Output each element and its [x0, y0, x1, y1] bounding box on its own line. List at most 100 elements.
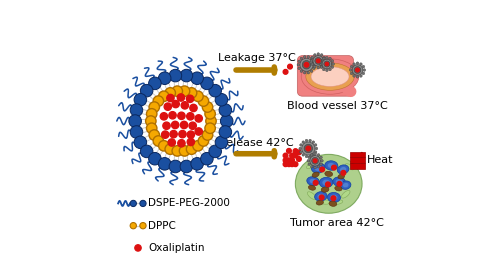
Circle shape [287, 149, 292, 153]
Circle shape [181, 102, 189, 109]
Circle shape [172, 146, 182, 156]
FancyBboxPatch shape [297, 56, 354, 96]
Circle shape [309, 155, 312, 158]
Circle shape [180, 160, 193, 173]
Circle shape [315, 57, 321, 64]
Text: DPPC: DPPC [148, 221, 176, 231]
Circle shape [198, 136, 209, 146]
Circle shape [288, 64, 293, 69]
Circle shape [165, 88, 175, 98]
Circle shape [360, 63, 362, 65]
Circle shape [319, 195, 324, 200]
Circle shape [308, 156, 311, 159]
Circle shape [325, 182, 330, 187]
FancyArrowPatch shape [345, 87, 351, 92]
Circle shape [209, 145, 221, 158]
Circle shape [320, 54, 323, 56]
Ellipse shape [333, 200, 343, 204]
Circle shape [313, 56, 323, 66]
Ellipse shape [319, 177, 333, 188]
Circle shape [312, 157, 318, 164]
Circle shape [164, 103, 171, 110]
Ellipse shape [315, 192, 327, 201]
Circle shape [146, 116, 156, 126]
Circle shape [362, 65, 365, 68]
Circle shape [310, 154, 313, 156]
Circle shape [303, 71, 306, 74]
Circle shape [329, 57, 331, 60]
Circle shape [310, 70, 313, 72]
Circle shape [179, 146, 190, 156]
Ellipse shape [341, 181, 351, 189]
Circle shape [317, 66, 319, 69]
Circle shape [179, 130, 186, 138]
Circle shape [311, 63, 314, 65]
FancyBboxPatch shape [350, 163, 365, 169]
Circle shape [172, 86, 182, 97]
Circle shape [178, 112, 185, 119]
Ellipse shape [320, 200, 331, 204]
Circle shape [187, 131, 195, 138]
Ellipse shape [337, 165, 349, 174]
Circle shape [220, 115, 233, 127]
Circle shape [317, 154, 320, 156]
Text: Tumor area 42°C: Tumor area 42°C [290, 218, 384, 228]
Circle shape [198, 96, 209, 106]
Circle shape [163, 122, 170, 129]
Circle shape [147, 109, 157, 119]
Ellipse shape [325, 161, 338, 170]
Circle shape [130, 104, 143, 116]
Circle shape [319, 163, 322, 165]
Circle shape [168, 139, 175, 146]
Circle shape [305, 155, 308, 158]
Circle shape [329, 68, 331, 71]
Circle shape [310, 57, 313, 60]
Circle shape [354, 67, 361, 73]
Circle shape [332, 63, 335, 65]
Circle shape [300, 70, 303, 72]
Circle shape [306, 146, 311, 151]
Circle shape [317, 59, 320, 63]
Circle shape [172, 100, 179, 108]
Circle shape [169, 69, 182, 82]
Circle shape [147, 123, 157, 133]
Circle shape [193, 91, 203, 102]
Circle shape [296, 150, 301, 155]
Circle shape [187, 138, 195, 146]
Ellipse shape [343, 183, 349, 188]
Circle shape [300, 151, 302, 153]
Circle shape [352, 65, 363, 75]
Circle shape [313, 180, 318, 185]
Circle shape [200, 153, 213, 165]
Circle shape [215, 93, 228, 106]
Circle shape [310, 59, 313, 62]
Circle shape [190, 104, 197, 112]
Circle shape [140, 145, 153, 158]
Circle shape [325, 57, 328, 59]
Circle shape [353, 63, 355, 65]
Circle shape [307, 55, 310, 58]
Circle shape [341, 170, 346, 175]
Circle shape [283, 158, 288, 163]
Circle shape [195, 128, 202, 135]
Circle shape [302, 154, 305, 156]
Circle shape [300, 58, 313, 71]
Circle shape [169, 160, 182, 173]
Ellipse shape [306, 63, 354, 90]
Circle shape [302, 142, 315, 155]
Circle shape [297, 63, 300, 66]
Circle shape [293, 149, 298, 154]
Circle shape [313, 67, 315, 70]
Circle shape [320, 65, 323, 68]
Circle shape [140, 200, 146, 206]
Circle shape [320, 159, 323, 162]
Circle shape [169, 112, 176, 119]
Ellipse shape [312, 163, 325, 173]
Circle shape [283, 162, 288, 166]
Circle shape [302, 60, 311, 69]
Circle shape [298, 60, 300, 63]
Circle shape [180, 69, 193, 82]
Ellipse shape [317, 194, 324, 199]
Circle shape [129, 115, 142, 127]
Circle shape [305, 139, 308, 142]
